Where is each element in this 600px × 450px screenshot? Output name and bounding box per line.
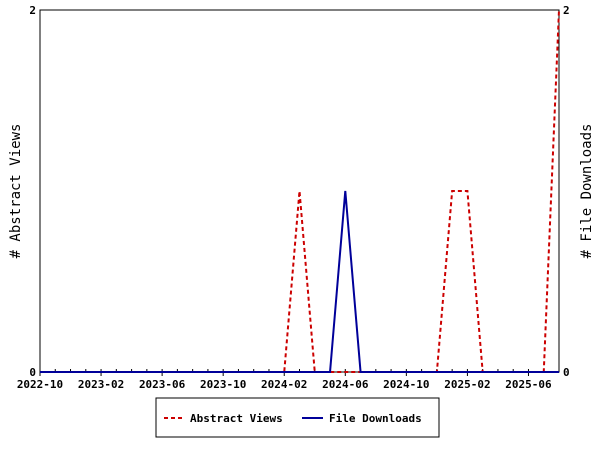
series-layer (39, 9, 560, 373)
x-tick-label-2025-02: 2025-02 (444, 378, 490, 391)
x-tick-label-2025-06: 2025-06 (505, 378, 552, 391)
x-tick-label-2024-02: 2024-02 (261, 378, 307, 391)
y-tick-right-min: 0 (563, 366, 570, 379)
x-tick-label-2023-10: 2023-10 (200, 378, 246, 391)
x-tick-label-2022-10: 2022-10 (17, 378, 63, 391)
x-axis-tick-labels: 2022-10 2023-02 2023-06 2023-10 2024-02 2024-… (17, 378, 552, 391)
legend: Abstract Views File Downloads (155, 397, 440, 438)
x-tick-label-2023-02: 2023-02 (78, 378, 124, 391)
y-tick-left-max: 2 (29, 4, 36, 17)
y-tick-left-min: 0 (29, 366, 36, 379)
x-tick-label-2024-10: 2024-10 (383, 378, 429, 391)
y-axis-title-right: # File Downloads (579, 124, 595, 259)
y-tick-right-max: 2 (563, 4, 570, 17)
legend-label-abstract-views: Abstract Views (190, 412, 283, 425)
legend-box (155, 397, 440, 438)
x-tick-label-2024-06: 2024-06 (322, 378, 369, 391)
y-axis-title-left: # Abstract Views (8, 124, 24, 259)
x-tick-label-2023-06: 2023-06 (139, 378, 186, 391)
legend-label-file-downloads: File Downloads (329, 412, 422, 425)
